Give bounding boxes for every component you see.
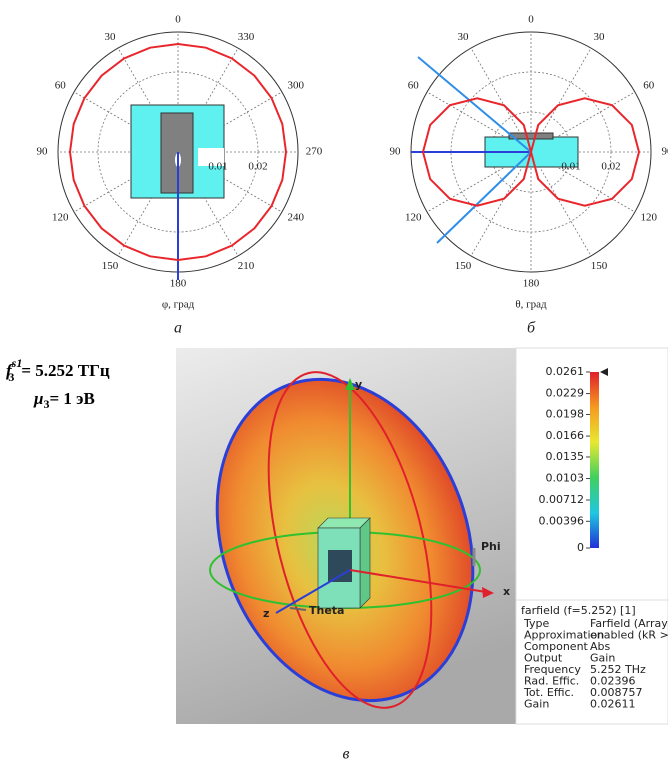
theta-tick-label: 90: [390, 146, 402, 158]
theta-tick-label: 120: [641, 212, 658, 224]
colorbar-ticks: 0.0261 0.0229 0.0198 0.0166 0.0135 0.0103 0.00…: [539, 365, 591, 554]
theta-tick-label: 180: [523, 278, 540, 290]
structure: [360, 518, 370, 608]
axis-label: x: [503, 585, 510, 598]
r-tick-label: 0.01: [561, 161, 580, 173]
theta-tick-label: 60: [408, 80, 420, 92]
theta-tick-label: 30: [458, 31, 470, 43]
theta-tick-label: 150: [455, 260, 472, 272]
colorbar-tick-label: 0.00712: [539, 493, 585, 506]
caption: в: [343, 746, 350, 763]
axis-label: z: [263, 607, 269, 620]
axis-label: Phi: [481, 540, 501, 553]
colorbar-tick-label: 0.0166: [546, 429, 585, 442]
figure: 0306090120150180210240270300330 0.010.02…: [0, 0, 668, 765]
subscript: 3: [8, 370, 14, 384]
theta-tick-label: 0: [528, 14, 534, 26]
theta-tick-label: 30: [105, 31, 117, 43]
formula-text: = 5.252 ТГц: [21, 361, 110, 380]
info-title: farfield (f=5.252) [1]: [521, 604, 636, 617]
axis-label: Theta: [309, 604, 344, 617]
info-key: Gain: [524, 698, 549, 711]
theta-tick-label: 60: [55, 80, 67, 92]
r-tick-label: 0.02: [601, 161, 620, 173]
caption: б: [527, 320, 536, 337]
theta-tick-label: 120: [405, 212, 422, 224]
caption: а: [174, 320, 182, 337]
theta-tick-label: 150: [102, 260, 119, 272]
axis-label: y: [355, 378, 362, 391]
theta-tick-label: 300: [288, 80, 305, 92]
colorbar-tick-label: 0.0261: [546, 365, 585, 378]
axis-label: θ, град: [515, 299, 547, 311]
theta-tick-label: 330: [238, 31, 255, 43]
symbol: μ: [33, 389, 43, 408]
structure-patch: [328, 550, 352, 582]
theta-tick-label: 240: [288, 212, 305, 224]
theta-tick-label: 90: [662, 146, 668, 158]
colorbar-tick-label: 0.0135: [546, 450, 585, 463]
colorbar-tick-label: 0.0198: [546, 407, 585, 420]
theta-tick-label: 270: [306, 146, 323, 158]
theta-tick-label: 60: [643, 80, 655, 92]
r-tick-label: 0.01: [208, 161, 227, 173]
formula: μ3= 1 эВ: [33, 389, 95, 411]
colorbar-tick-label: 0.0103: [546, 472, 585, 485]
info-value: 0.02611: [590, 698, 636, 711]
r-tick-label: 0.02: [248, 161, 267, 173]
theta-tick-label: 90: [37, 146, 49, 158]
theta-tick-label: 0: [175, 14, 181, 26]
theta-tick-label: 210: [238, 260, 255, 272]
theta-tick-label: 150: [591, 260, 608, 272]
theta-tick-label: 120: [52, 212, 69, 224]
colorbar: [590, 372, 599, 548]
axis-label: φ, град: [162, 299, 195, 311]
colorbar-tick-label: 0.0229: [546, 387, 585, 400]
colorbar-tick-label: 0.00396: [539, 514, 585, 527]
grid-line: [471, 152, 531, 256]
colorbar-tick-label: 0: [577, 541, 584, 554]
formula-text: = 1 эВ: [49, 389, 94, 408]
page: 0306090120150180210240270300330 0.010.02…: [0, 0, 668, 765]
theta-tick-label: 30: [594, 31, 606, 43]
direction-line: [418, 57, 531, 152]
direction-line: [437, 152, 531, 243]
